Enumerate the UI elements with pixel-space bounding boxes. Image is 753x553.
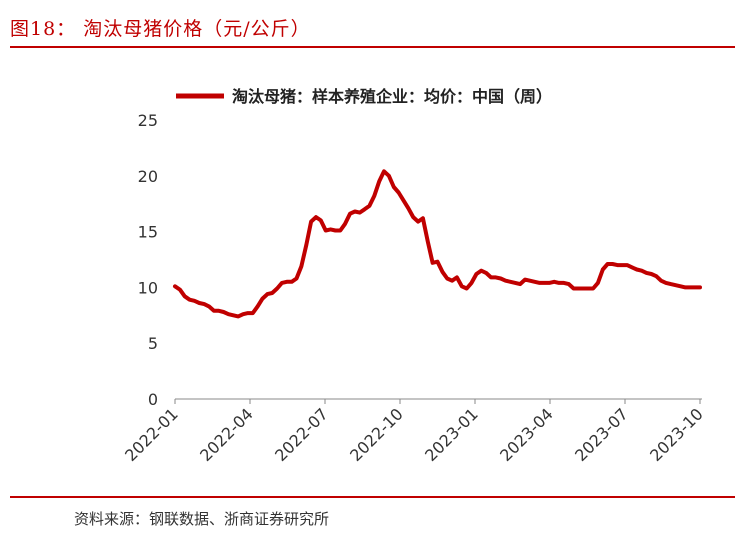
x-tick-label: 2023-01 — [421, 404, 482, 465]
y-tick-label: 10 — [138, 278, 158, 297]
figure-title: 图18： 淘汰母猪价格（元/公斤） — [10, 18, 311, 40]
y-tick-label: 20 — [138, 167, 158, 186]
y-tick-label: 15 — [138, 223, 158, 242]
x-tick-label: 2022-10 — [346, 404, 407, 465]
source-rule — [10, 496, 735, 498]
y-tick-label: 5 — [148, 334, 158, 353]
x-tick-label: 2023-10 — [646, 404, 707, 465]
legend-label: 淘汰母猪：样本养殖企业：均价：中国（周） — [232, 87, 552, 106]
x-tick-label: 2022-04 — [196, 404, 257, 465]
series-line-sow-price — [173, 169, 702, 319]
x-tick-label: 2022-07 — [271, 404, 332, 465]
x-axis: 2022-01 2022-04 2022-07 2022-10 2023-01 2023-… — [121, 399, 707, 465]
y-tick-label: 0 — [148, 390, 158, 409]
x-tick-label: 2023-07 — [571, 404, 632, 465]
y-axis: 0 5 10 15 20 25 — [138, 111, 158, 409]
y-tick-label: 25 — [138, 111, 158, 130]
x-tick-label: 2022-01 — [121, 404, 182, 465]
legend: 淘汰母猪：样本养殖企业：均价：中国（周） — [176, 87, 552, 106]
title-rule — [10, 46, 735, 48]
source-note: 资料来源：钢联数据、浙商证券研究所 — [74, 510, 330, 528]
series-group — [173, 169, 702, 319]
x-tick-label: 2023-04 — [496, 404, 557, 465]
